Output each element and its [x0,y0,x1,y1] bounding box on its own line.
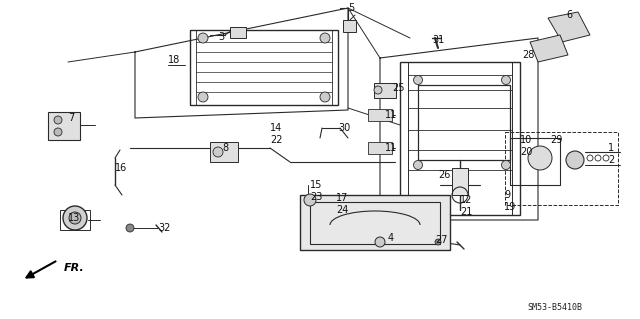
Circle shape [213,147,223,157]
Circle shape [54,128,62,136]
Text: 20: 20 [520,147,532,157]
Text: 21: 21 [460,207,472,217]
Text: 24: 24 [336,205,348,215]
Circle shape [304,194,316,206]
Bar [60,210,90,230]
Text: 29: 29 [550,135,563,145]
Text: 6: 6 [566,10,572,20]
Bar [310,202,440,244]
Bar [452,168,468,195]
Circle shape [374,86,382,94]
Bar [343,20,356,32]
Text: 5: 5 [348,3,355,13]
Text: 16: 16 [115,163,127,173]
Text: 11: 11 [385,110,397,120]
Text: 7: 7 [68,113,74,123]
Circle shape [198,33,208,43]
Bar [510,138,560,185]
Text: 27: 27 [435,235,447,245]
Circle shape [502,76,511,85]
Bar [418,85,510,160]
Circle shape [375,237,385,247]
Text: FR.: FR. [64,263,84,273]
Text: 19: 19 [504,202,516,212]
Bar [48,112,80,140]
Circle shape [198,92,208,102]
Text: 8: 8 [222,143,228,153]
Text: 10: 10 [520,135,532,145]
Bar [400,62,520,215]
Text: 13: 13 [68,213,80,223]
Bar [368,109,392,121]
Circle shape [435,239,441,245]
Circle shape [413,76,422,85]
Text: 17: 17 [336,193,348,203]
Bar [374,83,396,98]
Polygon shape [548,12,590,42]
Text: 32: 32 [158,223,170,233]
Bar [368,142,392,154]
Text: 12: 12 [460,195,472,205]
Text: 1: 1 [608,143,614,153]
Text: 4: 4 [388,233,394,243]
Text: 15: 15 [310,180,323,190]
Bar [300,195,450,250]
Polygon shape [530,35,568,62]
Circle shape [566,151,584,169]
Text: 28: 28 [522,50,534,60]
Text: SM53-B5410B: SM53-B5410B [527,303,582,313]
Circle shape [320,92,330,102]
Text: 25: 25 [392,83,404,93]
Bar [230,27,246,38]
Text: 3: 3 [218,32,224,42]
Circle shape [413,160,422,169]
Circle shape [528,146,552,170]
Circle shape [320,33,330,43]
Circle shape [63,206,87,230]
Circle shape [126,224,134,232]
Text: 14: 14 [270,123,282,133]
Circle shape [502,160,511,169]
Bar [210,142,238,162]
Text: 18: 18 [168,55,180,65]
Text: 9: 9 [504,190,510,200]
Text: 2: 2 [608,155,614,165]
Text: 30: 30 [338,123,350,133]
Text: 26: 26 [438,170,451,180]
Circle shape [54,116,62,124]
Text: 11: 11 [385,143,397,153]
Text: 31: 31 [432,35,444,45]
Text: 23: 23 [310,192,323,202]
Bar [190,30,338,105]
Text: 22: 22 [270,135,282,145]
Circle shape [69,212,81,224]
